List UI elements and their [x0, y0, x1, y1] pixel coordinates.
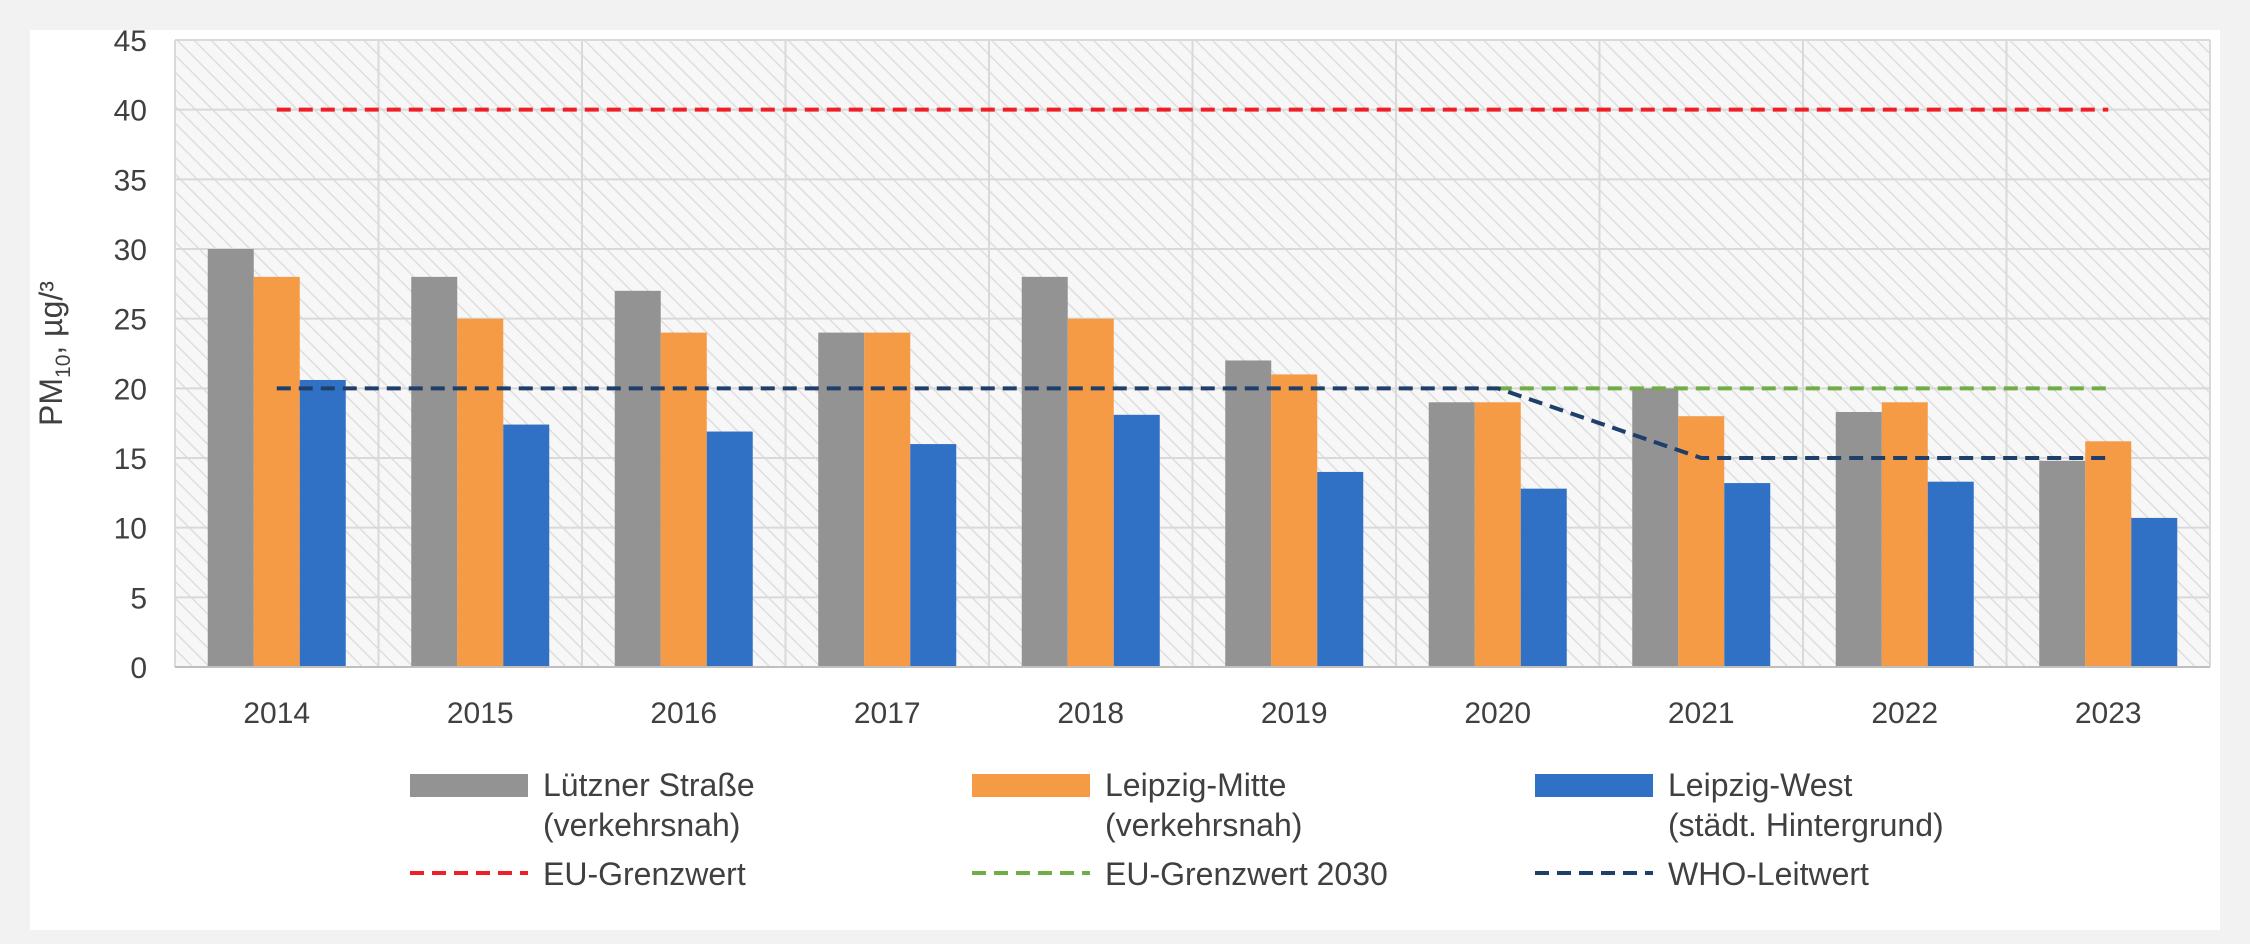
bar [910, 444, 957, 667]
y-tick-label: 15 [114, 443, 147, 476]
bar [1225, 360, 1272, 667]
y-tick-label: 5 [130, 582, 147, 615]
y-tick-label: 0 [130, 652, 147, 685]
bar [660, 332, 707, 667]
bar [299, 379, 346, 667]
bar [1271, 374, 1318, 667]
bar [614, 290, 661, 667]
x-tick-label: 2019 [1261, 697, 1328, 730]
bar [818, 332, 865, 667]
bar [1632, 388, 1679, 667]
bar [503, 424, 550, 667]
x-tick-label: 2015 [447, 697, 514, 730]
legend-label: Lützner Straße [543, 767, 755, 803]
x-tick-label: 2018 [1057, 697, 1124, 730]
y-axis-label-unit: , µg/³ [33, 281, 69, 355]
bar [1113, 414, 1160, 667]
bar [457, 318, 504, 667]
x-tick-label: 2022 [1871, 697, 1938, 730]
bar [2085, 441, 2132, 667]
y-axis-label-main: PM [33, 378, 69, 426]
y-axis-label-subscript: 10 [52, 355, 75, 378]
bar [1927, 481, 1974, 667]
bar [1835, 412, 1882, 667]
bar [1317, 471, 1364, 667]
legend-label: (verkehrsnah) [543, 807, 740, 843]
legend-label: EU-Grenzwert 2030 [1105, 856, 1388, 892]
legend-swatch [972, 774, 1090, 797]
bar [2039, 460, 2086, 667]
bar [1881, 402, 1928, 667]
bar [1724, 483, 1771, 667]
x-tick-label: 2020 [1464, 697, 1531, 730]
bar [2131, 517, 2178, 667]
bar [1474, 402, 1521, 667]
legend-label: EU-Grenzwert [543, 856, 746, 892]
y-axis-label: PM10, µg/³ [33, 281, 75, 426]
legend-label: WHO-Leitwert [1668, 856, 1869, 892]
x-tick-label: 2017 [854, 697, 921, 730]
bar [411, 276, 458, 667]
bar [1067, 318, 1114, 667]
y-tick-label: 45 [114, 25, 147, 58]
bar [1021, 276, 1068, 667]
x-tick-label: 2014 [243, 697, 310, 730]
bar [1520, 488, 1567, 667]
legend-label: (verkehrsnah) [1105, 807, 1302, 843]
bar [253, 276, 300, 667]
bar [1428, 402, 1475, 667]
x-tick-label: 2021 [1668, 697, 1735, 730]
reference-line [276, 386, 2109, 460]
y-tick-label: 40 [114, 95, 147, 128]
y-tick-label: 25 [114, 304, 147, 337]
legend-label: (städt. Hintergrund) [1668, 807, 1944, 843]
x-tick-label: 2016 [650, 697, 717, 730]
bar [706, 431, 753, 667]
legend-label: Leipzig-Mitte [1105, 767, 1286, 803]
y-tick-label: 35 [114, 164, 147, 197]
y-tick-label: 10 [114, 513, 147, 546]
legend-label: Leipzig-West [1668, 767, 1852, 803]
bar [864, 332, 911, 667]
x-tick-label: 2023 [2075, 697, 2142, 730]
legend-swatch [410, 774, 528, 797]
y-tick-label: 20 [114, 373, 147, 406]
y-tick-label: 30 [114, 234, 147, 267]
legend-swatch [1535, 774, 1653, 797]
bar [207, 249, 254, 667]
